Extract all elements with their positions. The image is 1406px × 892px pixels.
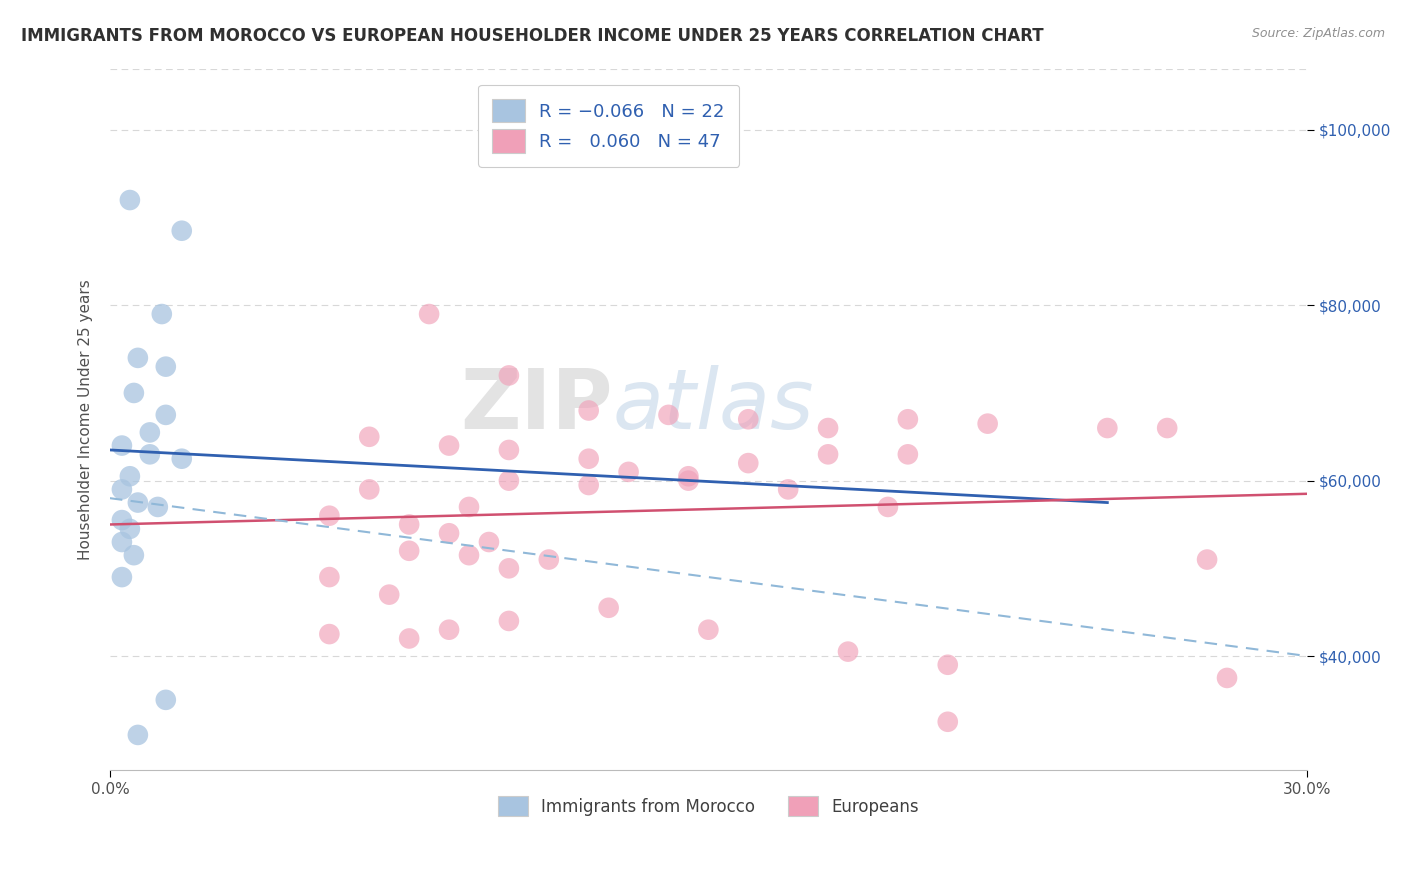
Point: [398, 543, 420, 558]
Point: [458, 500, 481, 514]
Point: [118, 193, 141, 207]
Point: [437, 623, 460, 637]
Point: [111, 535, 134, 549]
Text: IMMIGRANTS FROM MOROCCO VS EUROPEAN HOUSEHOLDER INCOME UNDER 25 YEARS CORRELATIO: IMMIGRANTS FROM MOROCCO VS EUROPEAN HOUS…: [21, 27, 1043, 45]
Point: [897, 447, 920, 461]
Point: [378, 588, 401, 602]
Point: [1097, 421, 1119, 435]
Point: [111, 513, 134, 527]
Point: [118, 522, 141, 536]
Point: [437, 526, 460, 541]
Point: [498, 442, 520, 457]
Point: [877, 500, 900, 514]
Point: [678, 474, 700, 488]
Point: [498, 561, 520, 575]
Point: [127, 351, 149, 365]
Point: [897, 412, 920, 426]
Point: [737, 412, 759, 426]
Point: [318, 627, 340, 641]
Point: [817, 421, 839, 435]
Point: [418, 307, 440, 321]
Point: [155, 359, 177, 374]
Point: [122, 386, 145, 401]
Point: [170, 451, 193, 466]
Point: [578, 451, 600, 466]
Point: [578, 403, 600, 417]
Point: [936, 714, 959, 729]
Point: [1197, 552, 1219, 566]
Point: [318, 508, 340, 523]
Legend: Immigrants from Morocco, Europeans: Immigrants from Morocco, Europeans: [489, 788, 928, 825]
Point: [1216, 671, 1239, 685]
Point: [936, 657, 959, 672]
Text: ZIP: ZIP: [460, 365, 613, 446]
Point: [478, 535, 501, 549]
Point: [458, 548, 481, 562]
Point: [139, 425, 162, 440]
Point: [498, 368, 520, 383]
Point: [678, 469, 700, 483]
Point: [111, 483, 134, 497]
Point: [617, 465, 640, 479]
Point: [139, 447, 162, 461]
Point: [537, 552, 560, 566]
Point: [657, 408, 679, 422]
Point: [737, 456, 759, 470]
Point: [578, 478, 600, 492]
Text: Source: ZipAtlas.com: Source: ZipAtlas.com: [1251, 27, 1385, 40]
Point: [155, 408, 177, 422]
Point: [150, 307, 173, 321]
Point: [146, 500, 169, 514]
Point: [498, 474, 520, 488]
Text: atlas: atlas: [613, 365, 814, 446]
Point: [1156, 421, 1178, 435]
Point: [976, 417, 998, 431]
Point: [598, 600, 620, 615]
Point: [170, 224, 193, 238]
Point: [398, 517, 420, 532]
Point: [359, 483, 381, 497]
Point: [122, 548, 145, 562]
Point: [318, 570, 340, 584]
Point: [837, 645, 859, 659]
Point: [127, 495, 149, 509]
Point: [697, 623, 720, 637]
Point: [498, 614, 520, 628]
Point: [437, 439, 460, 453]
Y-axis label: Householder Income Under 25 years: Householder Income Under 25 years: [79, 279, 93, 559]
Point: [778, 483, 800, 497]
Point: [127, 728, 149, 742]
Point: [118, 469, 141, 483]
Point: [111, 570, 134, 584]
Point: [398, 632, 420, 646]
Point: [155, 693, 177, 707]
Point: [111, 439, 134, 453]
Point: [359, 430, 381, 444]
Point: [817, 447, 839, 461]
